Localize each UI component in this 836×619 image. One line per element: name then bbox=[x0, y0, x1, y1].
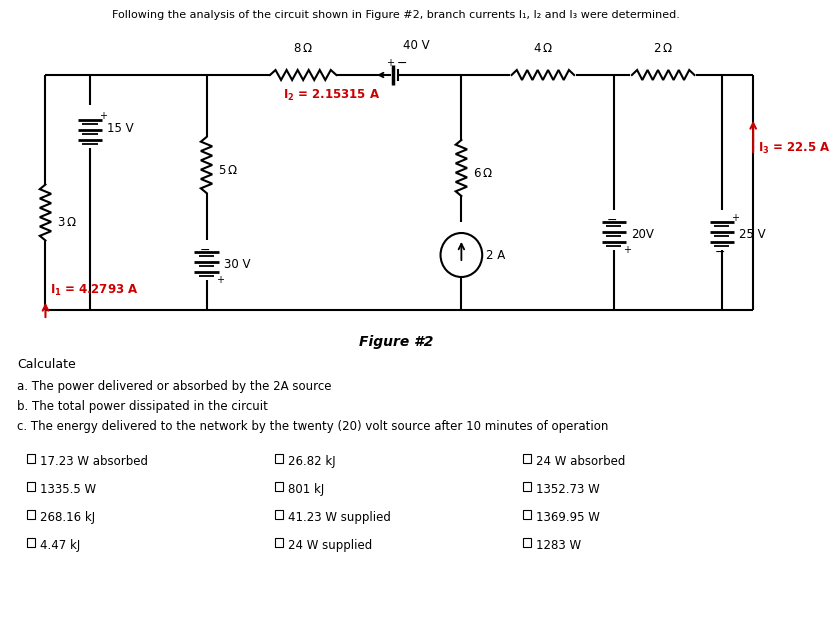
Text: +: + bbox=[623, 245, 630, 255]
Text: +: + bbox=[386, 58, 394, 68]
Text: +: + bbox=[216, 275, 223, 285]
Text: 1335.5 W: 1335.5 W bbox=[40, 483, 96, 496]
Text: +: + bbox=[99, 111, 107, 121]
Text: 1352.73 W: 1352.73 W bbox=[536, 483, 599, 496]
Text: $6\,\Omega$: $6\,\Omega$ bbox=[472, 167, 492, 180]
Text: 2 A: 2 A bbox=[486, 248, 505, 261]
Bar bbox=[522, 538, 531, 547]
Text: Calculate: Calculate bbox=[17, 358, 76, 371]
Text: $\mathbf{I_2}$ = 2.15315 A: $\mathbf{I_2}$ = 2.15315 A bbox=[283, 87, 380, 103]
Text: 30 V: 30 V bbox=[223, 258, 250, 271]
Text: 41.23 W supplied: 41.23 W supplied bbox=[288, 511, 390, 524]
Bar bbox=[522, 454, 531, 463]
Text: +: + bbox=[731, 213, 738, 223]
Bar bbox=[522, 482, 531, 491]
Text: $\mathbf{I_3}$ = 22.5 A: $\mathbf{I_3}$ = 22.5 A bbox=[757, 141, 829, 155]
Bar bbox=[522, 510, 531, 519]
Text: −: − bbox=[199, 243, 210, 256]
Text: c. The energy delivered to the network by the twenty (20) volt source after 10 m: c. The energy delivered to the network b… bbox=[17, 420, 608, 433]
Text: 25 V: 25 V bbox=[738, 228, 765, 241]
Text: a. The power delivered or absorbed by the 2A source: a. The power delivered or absorbed by th… bbox=[17, 380, 331, 393]
Bar bbox=[27, 454, 35, 463]
Text: $3\,\Omega$: $3\,\Omega$ bbox=[57, 216, 77, 229]
Text: −: − bbox=[714, 246, 725, 259]
Bar bbox=[274, 482, 283, 491]
Text: Figure #2: Figure #2 bbox=[359, 335, 433, 349]
Text: 20V: 20V bbox=[630, 228, 653, 241]
Text: 1283 W: 1283 W bbox=[536, 539, 581, 552]
Text: 1369.95 W: 1369.95 W bbox=[536, 511, 599, 524]
Text: $4\,\Omega$: $4\,\Omega$ bbox=[533, 42, 553, 55]
Text: −: − bbox=[606, 214, 616, 227]
Text: −: − bbox=[396, 56, 406, 69]
Text: b. The total power dissipated in the circuit: b. The total power dissipated in the cir… bbox=[17, 400, 268, 413]
Bar bbox=[274, 510, 283, 519]
Text: 801 kJ: 801 kJ bbox=[288, 483, 324, 496]
Bar bbox=[27, 482, 35, 491]
Text: Following the analysis of the circuit shown in Figure #2, branch currents I₁, I₂: Following the analysis of the circuit sh… bbox=[112, 10, 679, 20]
Text: 15 V: 15 V bbox=[107, 121, 134, 134]
Text: 17.23 W absorbed: 17.23 W absorbed bbox=[40, 455, 148, 468]
Bar bbox=[274, 538, 283, 547]
Bar bbox=[27, 538, 35, 547]
Text: 24 W supplied: 24 W supplied bbox=[288, 539, 372, 552]
Text: 24 W absorbed: 24 W absorbed bbox=[536, 455, 624, 468]
Text: 268.16 kJ: 268.16 kJ bbox=[40, 511, 94, 524]
Text: 40 V: 40 V bbox=[402, 39, 429, 52]
Bar bbox=[274, 454, 283, 463]
Text: $2\,\Omega$: $2\,\Omega$ bbox=[652, 42, 672, 55]
Text: 26.82 kJ: 26.82 kJ bbox=[288, 455, 335, 468]
Text: $5\,\Omega$: $5\,\Omega$ bbox=[217, 163, 237, 176]
Text: 4.47 kJ: 4.47 kJ bbox=[40, 539, 80, 552]
Text: $8\,\Omega$: $8\,\Omega$ bbox=[293, 42, 313, 55]
Bar bbox=[27, 510, 35, 519]
Text: $\mathbf{I_1}$ = 4.2793 A: $\mathbf{I_1}$ = 4.2793 A bbox=[50, 282, 139, 298]
